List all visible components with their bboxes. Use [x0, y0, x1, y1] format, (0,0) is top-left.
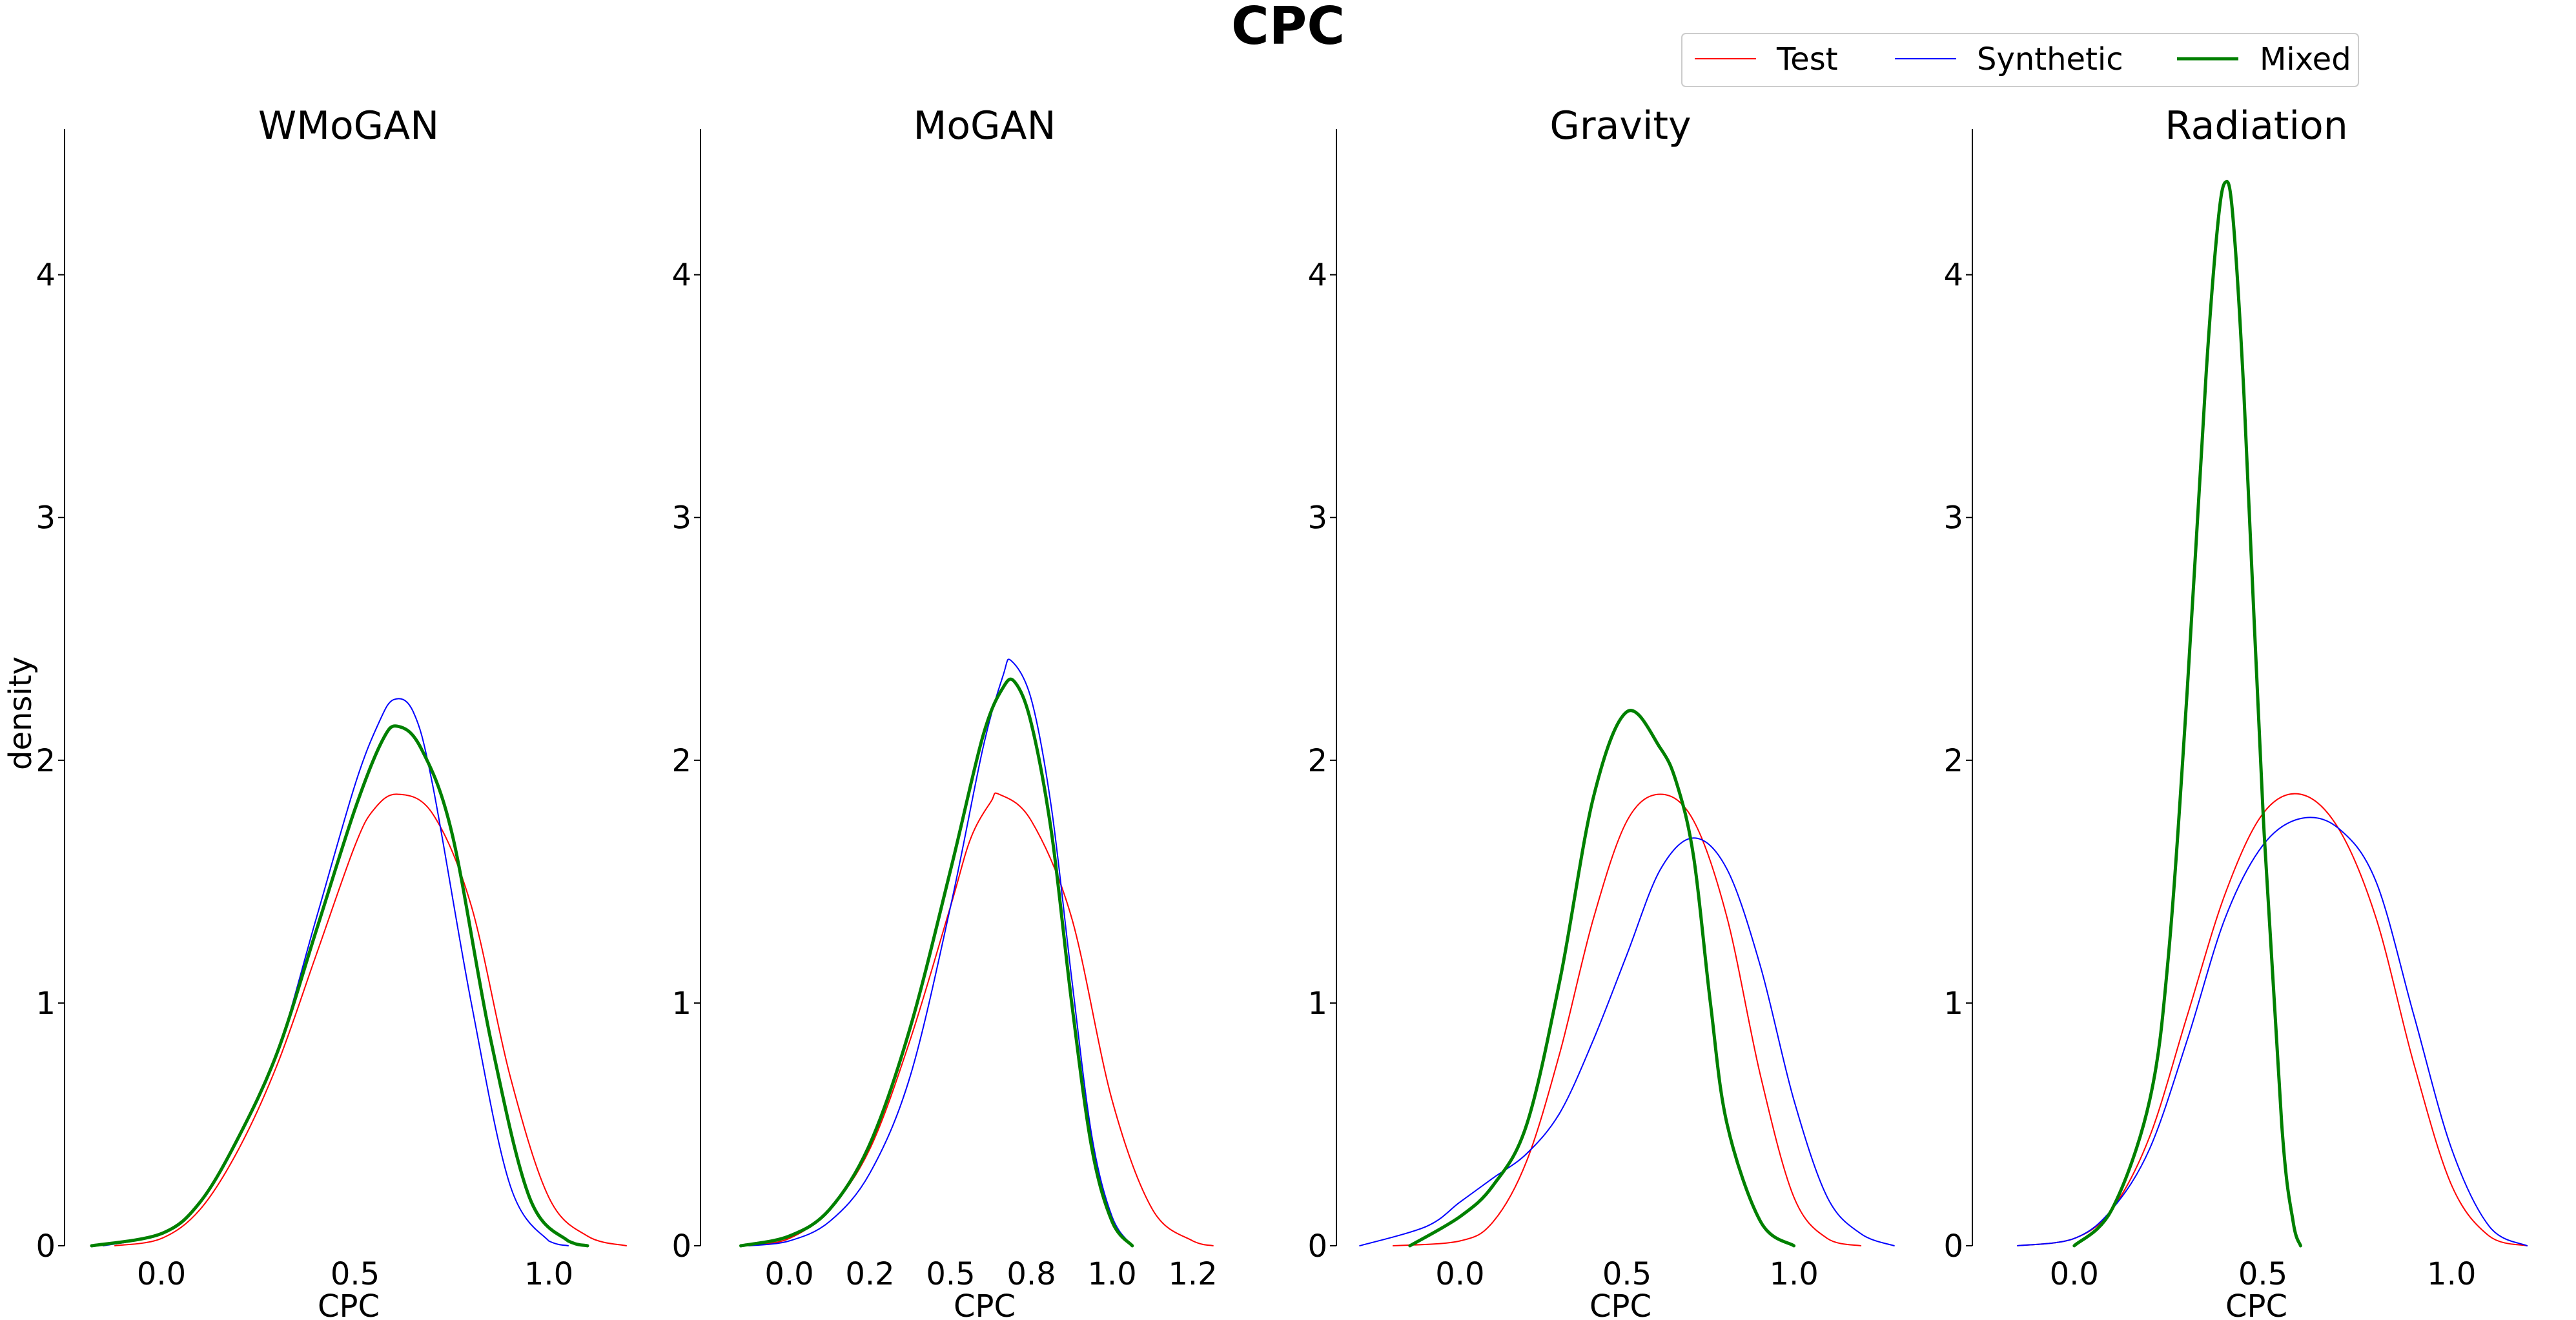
- x-tick-label: 0.5: [2238, 1256, 2287, 1292]
- series-line-synthetic: [1359, 837, 1895, 1246]
- panel-title: Radiation: [2165, 103, 2348, 148]
- y-tick-label: 1: [1307, 986, 1327, 1022]
- panel-1: WMoGAN 0 1 2 3 4 0.0 0.5 1.0 CPC density: [3, 103, 627, 1320]
- legend: Test Synthetic Mixed: [1681, 33, 2359, 87]
- x-tick-label: 1.0: [1769, 1256, 1818, 1292]
- series-line-mixed: [2072, 179, 2302, 1248]
- x-tick-label: 1.2: [1168, 1256, 1217, 1292]
- y-tick-label: 3: [1943, 500, 1963, 536]
- y-tick-label: 2: [36, 743, 56, 779]
- series-line-mixed: [1408, 709, 1796, 1248]
- series-line-mixed: [739, 677, 1134, 1248]
- x-tick-label: 0.5: [1602, 1256, 1651, 1292]
- y-tick-label: 1: [671, 986, 691, 1022]
- series-line-test: [2017, 793, 2528, 1246]
- x-tick-label: 0.0: [1435, 1256, 1484, 1292]
- series-line-test: [1392, 793, 1862, 1246]
- x-tick-label: 1.0: [524, 1256, 573, 1292]
- x-tick-label: 1.0: [1087, 1256, 1136, 1292]
- x-tick-label: 0.0: [137, 1256, 186, 1292]
- y-axis-label: density: [3, 656, 39, 770]
- panel-4: Radiation 0 1 2 3 4 0.0 0.5 1.0 CPC: [1943, 103, 2528, 1320]
- panel-title: MoGAN: [914, 103, 1056, 148]
- figure-title: CPC: [1231, 0, 1345, 56]
- series-line-mixed: [90, 724, 589, 1248]
- panel-title: WMoGAN: [258, 103, 439, 148]
- x-tick-label: 0.2: [845, 1256, 894, 1292]
- y-tick-label: 3: [36, 500, 56, 536]
- y-tick-label: 0: [1943, 1228, 1963, 1264]
- panel-2: MoGAN 0 1 2 3 4 0.0 0.2 0.5 0.8 1.0 1.2 CPC: [671, 103, 1217, 1320]
- x-tick-label: 0.5: [926, 1256, 975, 1292]
- legend-label-synthetic: Synthetic: [1977, 41, 2123, 77]
- legend-label-mixed: Mixed: [2260, 41, 2351, 77]
- y-tick-label: 1: [1943, 986, 1963, 1022]
- x-axis-label: CPC: [1590, 1288, 1651, 1320]
- y-tick-label: 2: [1943, 743, 1963, 779]
- y-tick-label: 3: [1307, 500, 1327, 536]
- panel-title: Gravity: [1549, 103, 1691, 148]
- panel-3: Gravity 0 1 2 3 4 0.0 0.5 1.0 CPC: [1307, 103, 1895, 1320]
- x-axis-label: CPC: [2225, 1288, 2287, 1320]
- y-tick-label: 4: [671, 258, 691, 294]
- x-axis-label: CPC: [318, 1288, 380, 1320]
- x-tick-label: 0.0: [2050, 1256, 2099, 1292]
- y-tick-label: 4: [36, 258, 56, 294]
- y-tick-label: 4: [1307, 258, 1327, 294]
- legend-label-test: Test: [1776, 41, 1838, 77]
- series-line-synthetic: [748, 658, 1133, 1246]
- y-tick-label: 0: [671, 1228, 691, 1264]
- series-line-synthetic: [2017, 817, 2528, 1246]
- y-tick-label: 2: [1307, 743, 1327, 779]
- series-line-test: [114, 793, 627, 1246]
- y-tick-label: 1: [36, 986, 56, 1022]
- x-tick-label: 1.0: [2427, 1256, 2476, 1292]
- panels: WMoGAN 0 1 2 3 4 0.0 0.5 1.0 CPC density MoGAN 0 1 2 3 4…: [3, 103, 2528, 1320]
- y-tick-label: 4: [1943, 258, 1963, 294]
- x-tick-label: 0.0: [764, 1256, 813, 1292]
- x-tick-label: 0.8: [1007, 1256, 1056, 1292]
- y-tick-label: 0: [1307, 1228, 1327, 1264]
- x-axis-label: CPC: [954, 1288, 1016, 1320]
- x-tick-label: 0.5: [331, 1256, 380, 1292]
- y-tick-label: 0: [36, 1228, 56, 1264]
- y-tick-label: 2: [671, 743, 691, 779]
- legend-frame: [1681, 33, 2359, 87]
- y-tick-label: 3: [671, 500, 691, 536]
